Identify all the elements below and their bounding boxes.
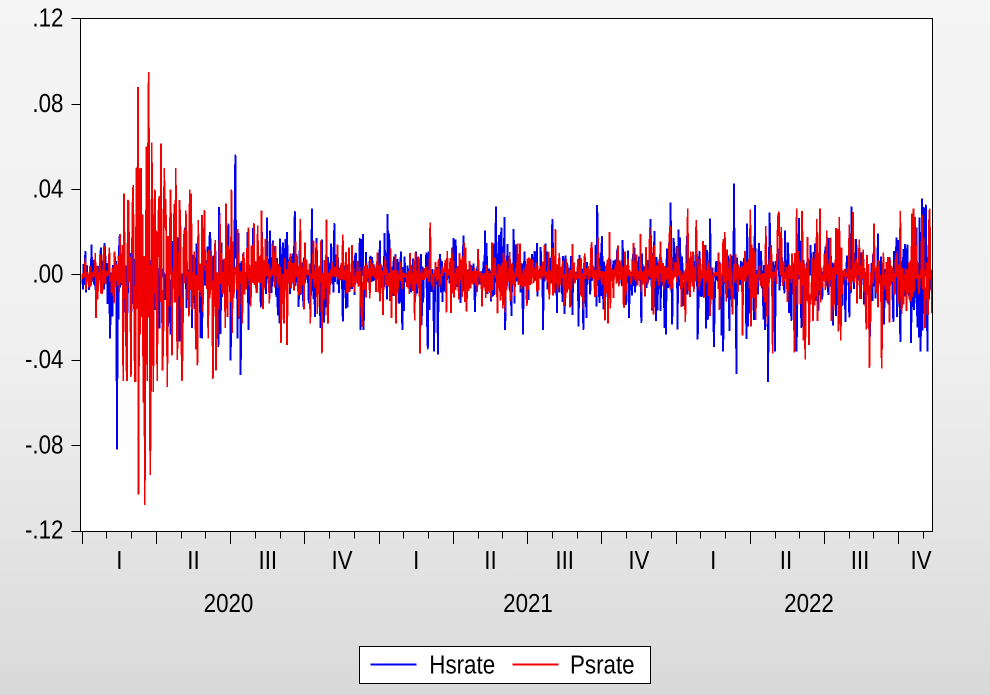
svg-text:-.12: -.12 [25, 516, 64, 545]
svg-text:.04: .04 [32, 175, 63, 204]
svg-text:III: III [851, 547, 870, 576]
svg-text:II: II [780, 547, 792, 576]
svg-text:2020: 2020 [204, 590, 254, 619]
svg-text:IV: IV [628, 547, 649, 576]
svg-text:.12: .12 [32, 4, 63, 33]
svg-text:I: I [710, 547, 716, 576]
svg-text:I: I [116, 547, 122, 576]
svg-text:II: II [484, 547, 496, 576]
svg-text:Psrate: Psrate [570, 651, 635, 680]
svg-text:.00: .00 [32, 260, 63, 289]
svg-text:II: II [187, 547, 199, 576]
svg-text:-.04: -.04 [25, 346, 64, 375]
svg-text:IV: IV [910, 547, 931, 576]
svg-text:IV: IV [331, 547, 352, 576]
svg-text:.08: .08 [32, 90, 63, 119]
svg-text:-.08: -.08 [25, 431, 64, 460]
svg-text:I: I [413, 547, 419, 576]
svg-text:2021: 2021 [503, 590, 553, 619]
svg-text:2022: 2022 [784, 590, 834, 619]
svg-text:Hsrate: Hsrate [429, 651, 495, 680]
svg-text:III: III [555, 547, 574, 576]
svg-text:III: III [258, 547, 277, 576]
